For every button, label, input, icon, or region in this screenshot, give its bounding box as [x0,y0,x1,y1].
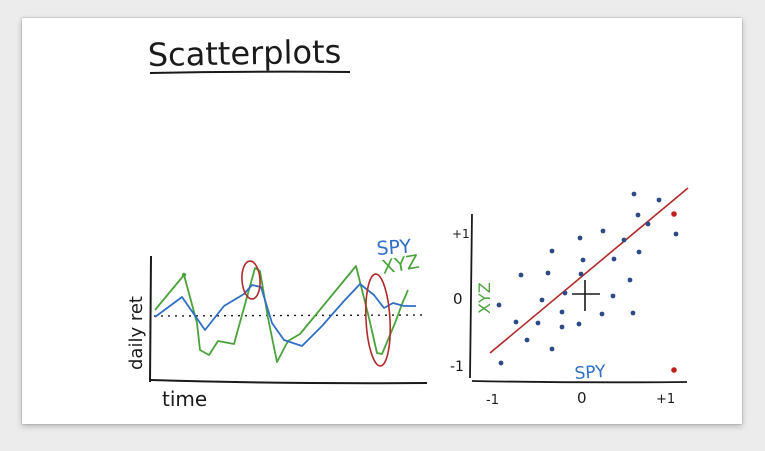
scatter-ytick-0: 0 [453,290,463,308]
page-title: Scatterplots [147,33,341,74]
time-series-plot: daily ret time SPY XYZ [126,236,428,411]
scatter-dot [513,319,519,325]
scatter-ytick-plus1: +1 [452,227,470,241]
scatter-dot [562,290,568,296]
spy-series-line [154,283,416,347]
title-underline [149,70,351,74]
outlier-dot [671,367,677,373]
scatter-dot [621,237,627,243]
scatter-dot [498,360,504,366]
scatter-dot [524,337,530,343]
scatter-xtick-0: 0 [577,389,587,407]
scatter-xtick-minus1: -1 [486,393,499,408]
scatter-dot [611,256,617,262]
xyz-series-start-dot [181,272,187,278]
scatter-x-axis-label: SPY [574,362,607,384]
scatter-dot [578,271,584,277]
scatter-dot [627,277,633,283]
regression-line [489,187,689,354]
scatter-dot [576,321,582,327]
scatter-dot [559,309,565,315]
scatterplot: +1 0 -1 -1 0 +1 SPY XYZ [450,187,689,408]
highlight-ellipse-left [241,260,261,300]
scatter-dot [635,212,641,218]
outlier-dot [671,211,677,217]
scatter-dot [599,311,605,317]
scatter-dot [580,257,586,263]
y-axis-line [149,255,152,383]
scatter-dot [549,346,555,352]
scatter-dot [673,231,679,237]
scatter-dot [518,272,524,278]
scatter-dot [636,249,642,255]
scatter-dot [631,191,637,197]
y-axis-label: daily ret [126,296,147,370]
zero-line [153,314,425,317]
scatter-dot [630,310,636,316]
scatter-dot [577,235,583,241]
scatter-dot [656,197,662,203]
scatter-y-axis [469,213,473,379]
scatter-dot [549,248,555,254]
scatter-xtick-plus1: +1 [656,392,675,407]
scatter-dot [535,320,541,326]
scatter-dot [610,293,616,299]
scatter-dot [645,221,651,227]
x-axis-label: time [162,387,207,411]
scatter-x-axis [471,380,688,384]
scatter-dots [496,191,679,373]
scatter-dot [496,302,502,308]
scatter-y-axis-label: XYZ [475,282,494,314]
x-axis-line [150,379,428,385]
whiteboard-canvas: Scatterplots daily ret time SPY XYZ [126,33,689,411]
scatter-dot [539,297,545,303]
origin-crosshair [572,280,600,311]
scatter-dot [559,324,565,330]
scatter-dot [545,270,551,276]
legend-spy-label: SPY [376,236,413,260]
scatter-dot [600,228,606,234]
slide: Scatterplots daily ret time SPY XYZ [22,18,742,424]
scatter-ytick-minus1: -1 [450,359,464,375]
highlight-ellipse-right [364,273,392,367]
xyz-series-line [154,265,409,363]
